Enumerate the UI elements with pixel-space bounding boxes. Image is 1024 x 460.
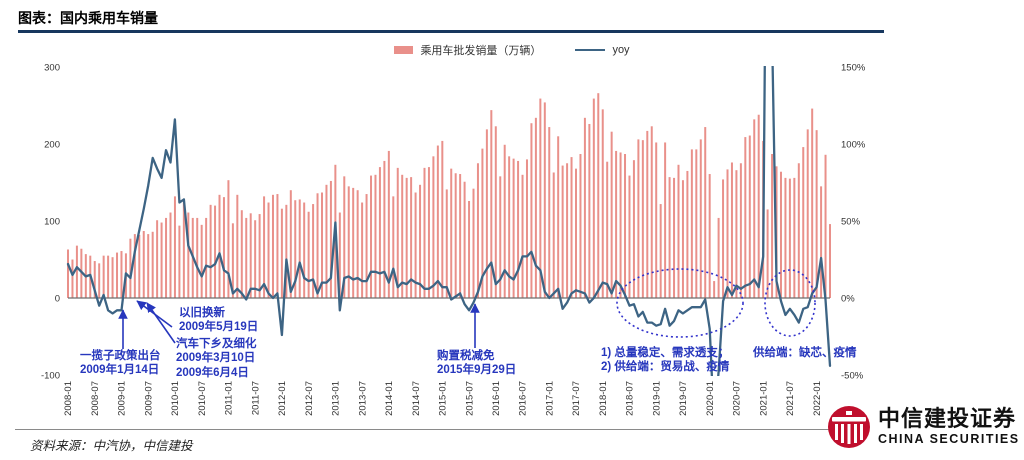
svg-text:0: 0: [55, 294, 60, 305]
logo-name-cn: 中信建投证券: [878, 406, 1017, 433]
svg-text:150%: 150%: [841, 63, 866, 74]
annotation-tax-cut: 购置税减免 2015年9月29日: [437, 350, 517, 377]
company-logo: 中信建投证券 CHINA SECURITIES: [826, 404, 1020, 450]
data-source: 资料来源：中汽协，中信建投: [30, 438, 193, 453]
svg-text:2015-07: 2015-07: [464, 381, 475, 416]
svg-text:2009-01: 2009-01: [117, 381, 128, 416]
figure-title: 图表：国内乘用车销量: [18, 10, 158, 26]
svg-text:2021-07: 2021-07: [785, 381, 796, 416]
logo-emblem-icon: [828, 406, 870, 448]
annotation-policy-package: 一揽子政策出台 2009年1月14日: [80, 350, 161, 377]
legend-item-line: yoy: [575, 44, 630, 56]
svg-text:-50%: -50%: [841, 371, 864, 382]
svg-text:2011-07: 2011-07: [250, 381, 261, 415]
svg-text:2010-07: 2010-07: [197, 381, 208, 416]
svg-text:2009-07: 2009-07: [143, 381, 154, 416]
svg-text:2020-07: 2020-07: [732, 381, 743, 416]
line-series-swatch: [575, 49, 606, 51]
svg-text:2022-01: 2022-01: [812, 381, 823, 416]
annotation-car-to-countryside: 汽车下乡及细化 2009年3月10日 2009年6月4日: [176, 338, 257, 379]
left-axis-labels: 300 200 100 0 -100: [41, 63, 60, 382]
svg-text:2018-07: 2018-07: [625, 381, 636, 416]
svg-text:2011-01: 2011-01: [224, 381, 235, 415]
x-axis-labels: 2008-01 2008-07 2009-01 2009-07 2010-01 2010-…: [63, 381, 823, 416]
bar-series-swatch: [394, 46, 414, 54]
annotation-trade-in: 以旧换新 2009年5月19日: [179, 307, 259, 334]
svg-text:2017-07: 2017-07: [571, 381, 582, 416]
annotation-demand-note: 1) 总量稳定、需求透支； 2) 供给端：贸易战、疫情: [601, 347, 730, 374]
arrow-car-to-countryside: [146, 302, 176, 344]
svg-text:50%: 50%: [841, 217, 861, 228]
svg-text:2010-01: 2010-01: [170, 381, 181, 416]
svg-text:2016-01: 2016-01: [491, 381, 502, 416]
svg-text:2016-07: 2016-07: [518, 381, 529, 416]
svg-text:2019-07: 2019-07: [678, 381, 689, 416]
svg-text:300: 300: [44, 63, 60, 74]
svg-text:0%: 0%: [841, 294, 855, 305]
svg-text:2015-01: 2015-01: [438, 381, 449, 416]
svg-text:100%: 100%: [841, 140, 866, 151]
highlight-ellipse-2018-2019: [616, 268, 744, 338]
svg-text:2014-01: 2014-01: [384, 381, 395, 416]
svg-text:2014-07: 2014-07: [411, 381, 422, 416]
svg-text:2021-01: 2021-01: [758, 381, 769, 416]
title-underline: [18, 30, 884, 33]
svg-text:2008-07: 2008-07: [90, 381, 101, 416]
svg-text:2019-01: 2019-01: [651, 381, 662, 416]
svg-text:2008-01: 2008-01: [63, 381, 74, 416]
footer-divider: [15, 429, 838, 430]
bar-series-label: 乘用车批发销量（万辆）: [420, 45, 542, 57]
svg-text:2013-01: 2013-01: [331, 381, 342, 416]
right-axis-labels: 150% 100% 50% 0% -50%: [841, 63, 866, 382]
svg-text:2012-01: 2012-01: [277, 381, 288, 416]
svg-text:2012-07: 2012-07: [304, 381, 315, 416]
highlight-ellipse-2021: [764, 269, 816, 337]
legend-item-bars: 乘用车批发销量（万辆）: [394, 42, 541, 58]
yoy-line: [66, 66, 832, 376]
svg-text:2013-07: 2013-07: [357, 381, 368, 416]
svg-text:200: 200: [44, 140, 60, 151]
svg-text:2018-01: 2018-01: [598, 381, 609, 416]
annotation-supply-note: 供给端：缺芯、疫情: [753, 347, 857, 359]
line-series-label: yoy: [612, 44, 630, 56]
svg-text:2020-01: 2020-01: [705, 381, 716, 416]
svg-text:-100: -100: [41, 371, 60, 382]
chart-legend: 乘用车批发销量（万辆） yoy: [0, 42, 1024, 58]
svg-text:100: 100: [44, 217, 60, 228]
sales-bars: [67, 93, 831, 299]
logo-name-en: CHINA SECURITIES: [878, 432, 1020, 447]
svg-text:2017-01: 2017-01: [545, 381, 556, 416]
